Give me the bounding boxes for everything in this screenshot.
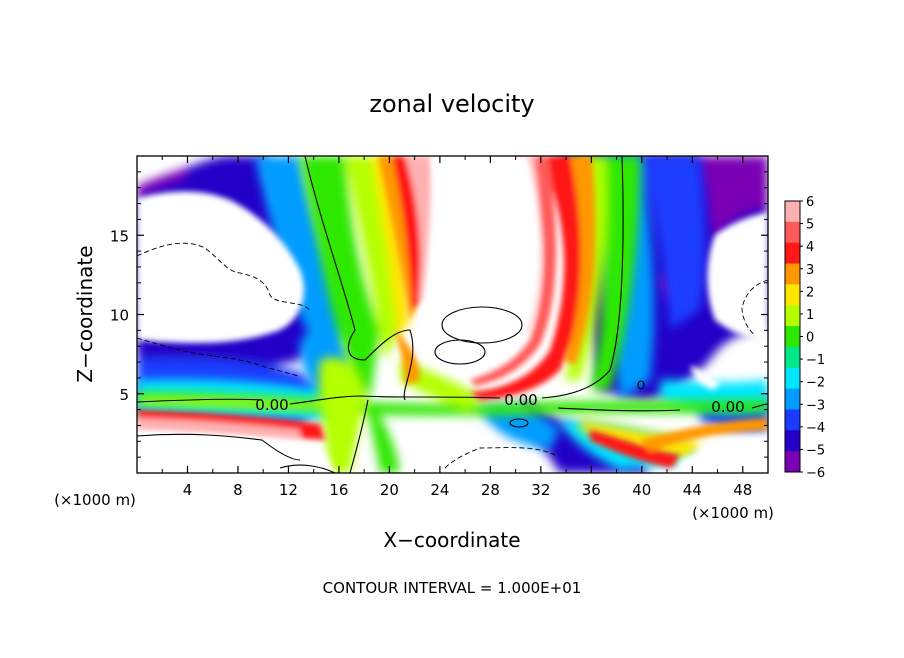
contour-label-2: 0.00: [504, 391, 537, 409]
y-axis-label: Z−coordinate: [73, 245, 97, 382]
colorbar-tick-label: 3: [806, 263, 814, 278]
colorbar-tick-label: 6: [806, 195, 814, 210]
contour-label-3: 0.00: [711, 398, 744, 416]
contour-lines: [137, 156, 768, 473]
x-unit-label-left: (×1000 m): [54, 491, 136, 509]
colorbar-tick-label: −6: [806, 466, 825, 481]
colorbar-swatch: [785, 326, 800, 348]
x-tick-label: 40: [632, 481, 651, 499]
colorbar-swatch: [785, 242, 800, 265]
colorbar-tick-label: 4: [806, 240, 814, 255]
colorbar-tick-label: −2: [806, 376, 825, 391]
x-tick-label: 12: [279, 481, 298, 499]
x-tick-label: 28: [481, 481, 500, 499]
colorbar-tick-label: 0: [806, 331, 814, 346]
colorbar-swatch: [785, 263, 800, 285]
colorbar-swatch: [785, 367, 800, 390]
x-axis-label: X−coordinate: [383, 528, 520, 552]
colorbar-swatch: [785, 284, 800, 306]
y-tick-label: 15: [110, 227, 129, 245]
x-tick-label: 4: [183, 481, 193, 499]
x-tick-label: 24: [430, 481, 449, 499]
velocity-field: [137, 156, 768, 473]
colorbar-tick-label: 1: [806, 308, 814, 323]
x-tick-label: 48: [733, 481, 752, 499]
x-tick-label: 32: [531, 481, 550, 499]
colorbar-swatch: [785, 409, 800, 431]
colorbar-tick-label: −4: [806, 421, 825, 436]
colorbar-swatch: [785, 305, 800, 327]
x-tick-label: 20: [380, 481, 399, 499]
colorbar-tick-label: −5: [806, 443, 825, 458]
colorbar: 6 5 4 3 2 1 0 −1 −2 −3 −4 −5 −6: [784, 195, 825, 481]
contour-label-1: 0.00: [255, 396, 288, 414]
x-tick-label: 44: [683, 481, 702, 499]
x-tick-label: 16: [329, 481, 348, 499]
chart-title: zonal velocity: [369, 90, 534, 118]
negative-contours: [137, 242, 768, 469]
colorbar-swatch: [785, 346, 800, 369]
colorbar-tick-label: 2: [806, 285, 814, 300]
colorbar-swatch: [785, 388, 800, 410]
colorbar-swatch: [785, 430, 800, 452]
colorbar-tick-label: −3: [806, 398, 825, 413]
x-tick-label: 36: [582, 481, 601, 499]
x-unit-label-right: (×1000 m): [692, 504, 774, 522]
x-tick-label: 8: [233, 481, 243, 499]
colorbar-tick-label: 5: [806, 218, 814, 233]
colorbar-swatch: [785, 451, 800, 473]
colorbar-swatch: [785, 221, 800, 244]
contour-interval-footer: CONTOUR INTERVAL = 1.000E+01: [323, 579, 582, 597]
colorbar-swatch: [785, 201, 800, 223]
y-tick-label: 5: [119, 386, 129, 404]
y-tick-label: 10: [110, 307, 129, 325]
colorbar-tick-label: −1: [806, 353, 825, 368]
